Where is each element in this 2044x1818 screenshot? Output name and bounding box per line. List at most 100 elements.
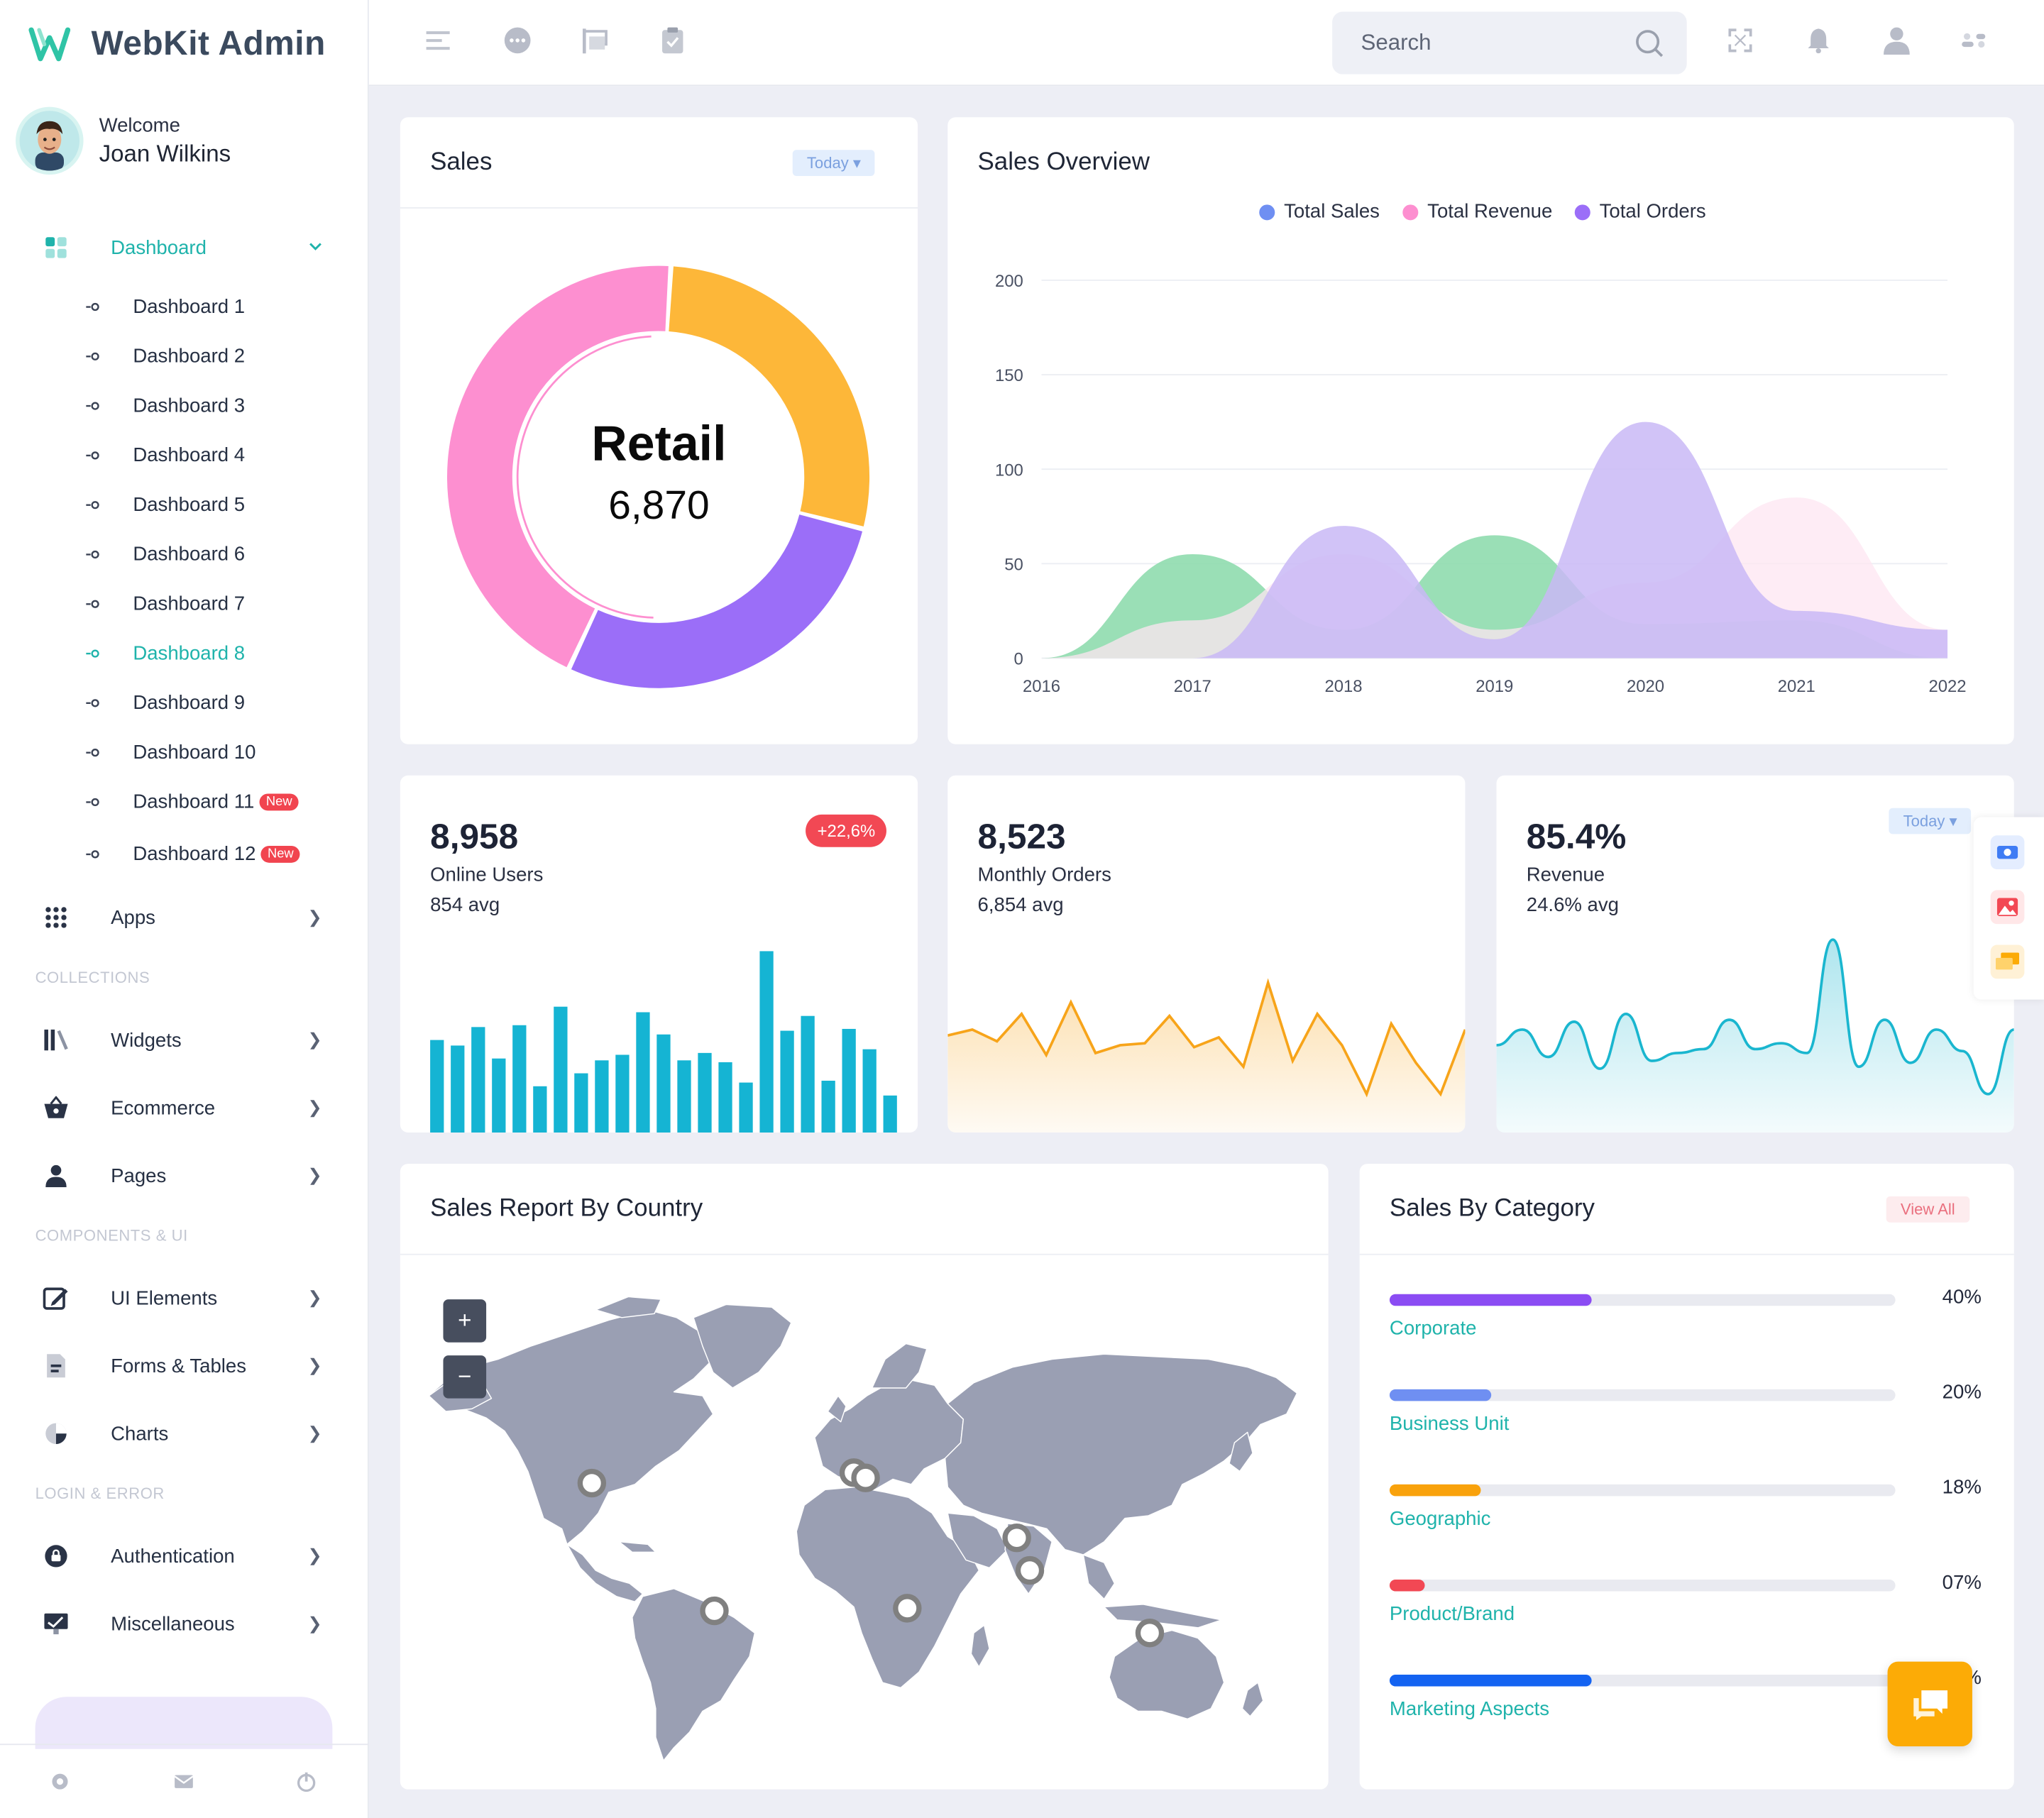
sidebar-item-pages[interactable]: Pages ❯ bbox=[0, 1147, 369, 1204]
chat-bubble-icon[interactable] bbox=[503, 26, 532, 55]
power-icon[interactable] bbox=[296, 1771, 317, 1792]
sidebar-subitem-dashboard-5[interactable]: Dashboard 5 bbox=[0, 483, 369, 527]
bar[interactable] bbox=[451, 1045, 465, 1133]
settings-toggle-icon[interactable] bbox=[1960, 26, 1988, 55]
bar[interactable] bbox=[533, 1086, 547, 1133]
category-name[interactable]: Geographic bbox=[1389, 1507, 1491, 1531]
bar[interactable] bbox=[759, 951, 774, 1133]
sidebar-subitem-dashboard-10[interactable]: Dashboard 10 bbox=[0, 729, 369, 773]
bar[interactable] bbox=[780, 1030, 794, 1133]
category-name[interactable]: Business Unit bbox=[1389, 1412, 1510, 1436]
today-filter-button[interactable]: Today ▾ bbox=[792, 150, 876, 176]
bar[interactable] bbox=[656, 1034, 671, 1133]
sidebar-item-label: Widgets bbox=[111, 1028, 182, 1052]
sidebar-item-apps[interactable]: Apps ❯ bbox=[0, 889, 369, 947]
sidebar-item-miscellaneous[interactable]: Miscellaneous ❯ bbox=[0, 1595, 369, 1653]
sidebar-subitem-dashboard-3[interactable]: Dashboard 3 bbox=[0, 383, 369, 427]
message-icon[interactable] bbox=[1990, 944, 2025, 979]
legend-item[interactable]: Total Revenue bbox=[1402, 201, 1552, 223]
map-marker[interactable] bbox=[851, 1463, 880, 1492]
bullet-icon bbox=[86, 649, 99, 657]
avatar[interactable] bbox=[16, 106, 84, 175]
progress-track bbox=[1389, 1294, 1896, 1306]
search-icon[interactable] bbox=[1634, 28, 1664, 57]
donut-slice[interactable] bbox=[446, 265, 669, 668]
settings-icon[interactable] bbox=[50, 1771, 70, 1792]
map-marker[interactable] bbox=[577, 1468, 607, 1498]
sidebar-subitem-dashboard-6[interactable]: Dashboard 6 bbox=[0, 531, 369, 575]
sidebar-item-charts[interactable]: Charts ❯ bbox=[0, 1405, 369, 1462]
sidebar-item-authentication[interactable]: Authentication ❯ bbox=[0, 1527, 369, 1585]
bell-icon[interactable] bbox=[1804, 26, 1833, 55]
sidebar-item-ecommerce[interactable]: Ecommerce ❯ bbox=[0, 1079, 369, 1137]
profile-icon[interactable] bbox=[1882, 26, 1911, 55]
sidebar-subitem-dashboard-7[interactable]: Dashboard 7 bbox=[0, 581, 369, 625]
map-marker[interactable] bbox=[1002, 1523, 1031, 1553]
today-filter-button[interactable]: Today ▾ bbox=[1889, 808, 1972, 834]
sidebar-subitem-dashboard-2[interactable]: Dashboard 2 bbox=[0, 334, 369, 378]
category-name[interactable]: Product/Brand bbox=[1389, 1603, 1515, 1626]
bar[interactable] bbox=[862, 1049, 877, 1133]
bar[interactable] bbox=[595, 1060, 609, 1133]
sidebar-item-forms-tables[interactable]: Forms & Tables ❯ bbox=[0, 1337, 369, 1394]
bar[interactable] bbox=[677, 1060, 691, 1133]
bar[interactable] bbox=[430, 1040, 444, 1133]
camera-icon[interactable] bbox=[1990, 835, 2025, 870]
logo[interactable]: WebKit Admin bbox=[28, 23, 325, 64]
bar[interactable] bbox=[574, 1073, 588, 1133]
bar[interactable] bbox=[615, 1054, 630, 1133]
map-zoom-out-button[interactable]: − bbox=[443, 1355, 487, 1399]
clipboard-icon[interactable] bbox=[659, 26, 687, 55]
bar[interactable] bbox=[821, 1080, 835, 1133]
line-chart bbox=[947, 978, 1466, 1133]
category-name[interactable]: Marketing Aspects bbox=[1389, 1698, 1550, 1721]
donut-slice[interactable] bbox=[571, 514, 863, 688]
bar[interactable] bbox=[512, 1025, 527, 1133]
sidebar: WebKit Admin Welcome Joan Wilkins bbox=[0, 0, 369, 1818]
sidebar-subitem-label: Dashboard 10 bbox=[133, 741, 256, 764]
map-uk bbox=[827, 1395, 847, 1423]
sidebar-item-widgets[interactable]: Widgets ❯ bbox=[0, 1011, 369, 1069]
map-zoom-in-button[interactable]: + bbox=[443, 1299, 487, 1343]
user-profile[interactable]: Welcome Joan Wilkins bbox=[16, 106, 231, 175]
bar[interactable] bbox=[842, 1028, 856, 1133]
sidebar-subitem-dashboard-4[interactable]: Dashboard 4 bbox=[0, 433, 369, 477]
category-name[interactable]: Corporate bbox=[1389, 1317, 1477, 1340]
bar[interactable] bbox=[471, 1027, 485, 1133]
user-icon bbox=[43, 1162, 70, 1189]
chevron-right-icon: ❯ bbox=[307, 1546, 322, 1565]
bar[interactable] bbox=[718, 1062, 732, 1133]
sidebar-subitem-dashboard-8[interactable]: Dashboard 8 bbox=[0, 631, 369, 675]
map-marker[interactable] bbox=[1135, 1619, 1165, 1648]
map-australia bbox=[1109, 1629, 1225, 1720]
bar[interactable] bbox=[492, 1058, 506, 1133]
bar[interactable] bbox=[739, 1082, 753, 1133]
image-icon[interactable] bbox=[1990, 890, 2025, 925]
bar[interactable] bbox=[554, 1006, 568, 1133]
bar[interactable] bbox=[801, 1015, 815, 1133]
legend-item[interactable]: Total Sales bbox=[1259, 201, 1380, 223]
menu-toggle-icon[interactable] bbox=[424, 26, 452, 55]
map-marker[interactable] bbox=[893, 1594, 922, 1623]
sidebar-subitem-dashboard-12[interactable]: Dashboard 12 New bbox=[0, 832, 369, 876]
search-input[interactable] bbox=[1332, 11, 1632, 75]
sidebar-subitem-dashboard-1[interactable]: Dashboard 1 bbox=[0, 284, 369, 328]
mail-icon[interactable] bbox=[173, 1771, 194, 1792]
bar[interactable] bbox=[883, 1095, 897, 1133]
sidebar-item-ui-elements[interactable]: UI Elements ❯ bbox=[0, 1269, 369, 1327]
map-marker[interactable] bbox=[700, 1596, 729, 1626]
map-marker[interactable] bbox=[1015, 1555, 1045, 1585]
fullscreen-icon[interactable] bbox=[1726, 26, 1754, 55]
sidebar-subitem-dashboard-9[interactable]: Dashboard 9 bbox=[0, 681, 369, 725]
map-south-america bbox=[632, 1588, 756, 1761]
view-all-button[interactable]: View All bbox=[1886, 1196, 1969, 1223]
bar[interactable] bbox=[636, 1012, 650, 1133]
bar[interactable] bbox=[698, 1052, 712, 1133]
sidebar-subitem-label: Dashboard 4 bbox=[133, 444, 246, 466]
sidebar-subitem-dashboard-11[interactable]: Dashboard 11 New bbox=[0, 779, 369, 823]
chat-fab-button[interactable] bbox=[1887, 1661, 1972, 1747]
legend-item[interactable]: Total Orders bbox=[1574, 201, 1706, 223]
donut-slice[interactable] bbox=[669, 266, 870, 527]
sidebar-item-dashboard[interactable]: Dashboard bbox=[0, 219, 369, 277]
flag-icon[interactable] bbox=[580, 26, 608, 55]
